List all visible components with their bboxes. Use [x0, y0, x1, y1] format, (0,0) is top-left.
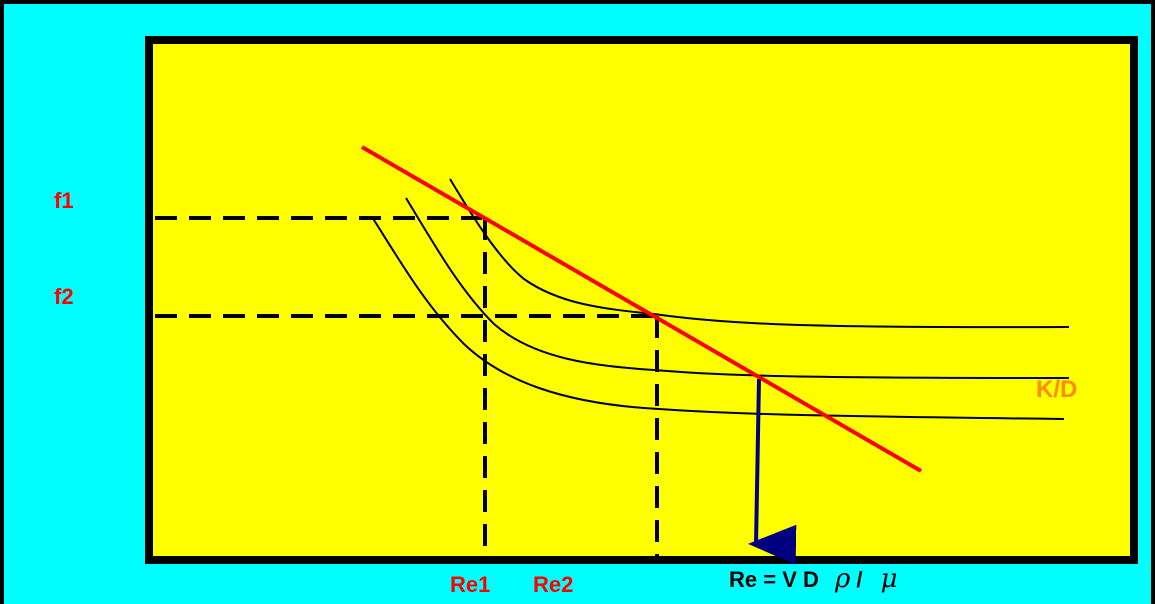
re2-label: Re2	[533, 572, 574, 597]
re-formula: Re = V D ρ / μ	[729, 566, 898, 592]
re-formula-text: Re = V D	[729, 567, 819, 592]
f2-label: f2	[54, 284, 74, 309]
slide-background: f1 f2 K/D Re1 Re2 Re = V D ρ / μ	[4, 4, 1151, 604]
kd-label: K/D	[1036, 376, 1078, 403]
slash-symbol: /	[856, 567, 863, 592]
moody-diagram	[145, 36, 1138, 565]
curve-lower	[371, 216, 1065, 420]
curve-upper	[449, 178, 1070, 329]
mu-symbol: μ	[880, 564, 898, 594]
curve-middle	[405, 197, 1070, 379]
f1-label: f1	[54, 188, 74, 213]
red-operating-line	[360, 145, 923, 473]
re-result-arrow	[748, 378, 797, 565]
rho-symbol: ρ	[835, 564, 851, 594]
plot-area	[145, 36, 1138, 564]
re1-label: Re1	[450, 572, 491, 597]
